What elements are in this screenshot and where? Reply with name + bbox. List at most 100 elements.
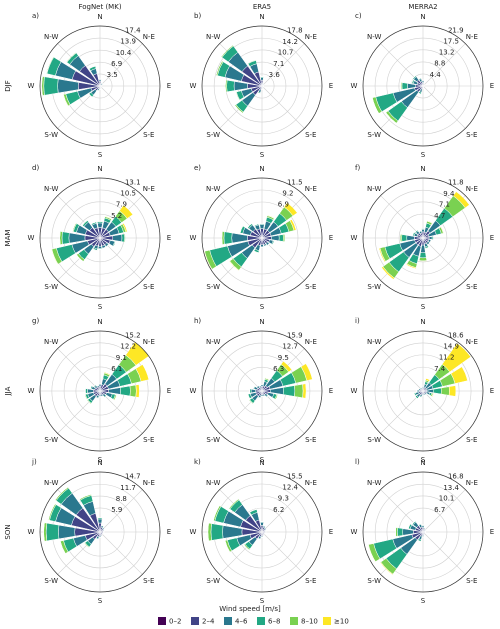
grid-ring — [213, 189, 311, 287]
direction-label: N-W — [44, 479, 58, 487]
windrose-panel: 3.6 7.1 10.7 14.2 17.8 N N-E E S-E S S-W W N-W b) — [190, 12, 334, 159]
direction-label: S — [421, 456, 426, 464]
panel-label: l) — [355, 458, 360, 466]
wind-bar-segment — [210, 523, 224, 541]
wind-bar-segment — [414, 229, 418, 233]
r-tick-label: 7.9 — [116, 201, 127, 209]
direction-label: N-W — [44, 33, 58, 41]
panel-label: g) — [32, 317, 39, 325]
r-tick-label: 11.2 — [439, 354, 455, 362]
wind-bar-segment — [270, 234, 280, 242]
spoke — [99, 390, 143, 434]
wind-bar-segment — [431, 393, 434, 398]
windrose-panel: 6.2 9.3 12.4 15.5 N N-E E S-E S S-W W N-W k) — [190, 458, 334, 605]
direction-label: W — [28, 234, 35, 242]
wind-bar-segment — [416, 389, 420, 393]
direction-label: W — [28, 82, 35, 90]
row-label: JJA — [4, 386, 12, 396]
wind-bar-segment — [405, 263, 417, 270]
legend-swatch — [224, 617, 232, 625]
panel-label: c) — [355, 12, 362, 20]
direction-label: N-E — [466, 479, 478, 487]
wind-bar-segment — [452, 191, 470, 209]
direction-label: E — [490, 82, 494, 90]
wind-bar-segment — [84, 543, 89, 548]
r-tick-label: 13.9 — [120, 38, 136, 46]
direction-label: W — [351, 528, 358, 536]
polar-frame — [201, 471, 323, 593]
direction-label: N-W — [206, 185, 220, 193]
wind-bar-segment — [98, 384, 102, 387]
direction-label: S — [260, 151, 265, 159]
column-title: FogNet (MK) — [78, 3, 121, 11]
direction-label: N — [420, 459, 425, 467]
panel-label: d) — [32, 164, 39, 172]
wind-bar-segment — [381, 266, 395, 280]
direction-label: S-W — [44, 577, 58, 585]
wind-bar-segment — [57, 78, 79, 94]
wind-bar-segment — [114, 394, 118, 401]
windrose-panel: 5.2 7.9 10.5 13.1 N N-E E S-E S S-W W N-W d) — [28, 164, 172, 311]
grid-ring — [386, 495, 460, 569]
wind-bar-segment — [289, 219, 297, 231]
direction-label: N — [97, 165, 102, 173]
panel-label: k) — [194, 458, 201, 466]
wind-bar-segment — [419, 252, 427, 259]
direction-label: W — [28, 528, 35, 536]
wind-bar-segment — [112, 234, 123, 242]
direction-label: N — [97, 318, 102, 326]
wind-bar-segment — [294, 383, 304, 399]
wind-bar-segment — [441, 342, 472, 373]
r-tick-label: 11.5 — [287, 179, 303, 187]
direction-label: S-E — [305, 577, 316, 585]
windrose-panel: 4.4 8.8 13.2 17.5 21.9 N N-E E S-E S S-W W N-W c) — [351, 12, 495, 159]
wind-bar-segment — [223, 231, 233, 245]
direction-label: E — [167, 82, 171, 90]
r-tick-label: 3.6 — [269, 71, 281, 79]
row-label: MAM — [4, 230, 12, 247]
wind-bar-segment — [248, 400, 253, 405]
wind-bar-segment — [129, 384, 137, 398]
wind-bar-segment — [87, 388, 94, 394]
direction-label: N — [259, 318, 264, 326]
wind-bar-segment — [418, 257, 428, 262]
direction-label: E — [490, 234, 494, 242]
direction-label: S — [98, 456, 103, 464]
direction-label: W — [190, 387, 197, 395]
wind-bar-segment — [421, 80, 425, 84]
r-tick-label: 12.2 — [120, 343, 136, 351]
direction-label: N-E — [305, 33, 317, 41]
r-tick-label: 8.8 — [434, 60, 445, 68]
r-tick-label: 14.2 — [282, 38, 298, 46]
wind-bar-segment — [282, 385, 296, 397]
wind-bar-segment — [424, 529, 426, 531]
direction-label: N — [259, 165, 264, 173]
spoke — [380, 390, 424, 434]
wind-bar-segment — [58, 524, 76, 540]
wind-bar-segment — [428, 236, 433, 240]
wind-bar-segment — [61, 231, 70, 245]
panel-label: f) — [355, 164, 360, 172]
direction-label: W — [351, 82, 358, 90]
r-tick-label: 6.2 — [273, 506, 284, 514]
direction-label: N-W — [206, 33, 220, 41]
direction-label: N-W — [367, 479, 381, 487]
wind-bar-segment — [122, 222, 128, 233]
polar-frame — [201, 25, 323, 147]
legend-label: 6–8 — [268, 618, 280, 626]
r-tick-label: 3.5 — [107, 71, 118, 79]
wind-bar-segment — [101, 395, 104, 398]
wind-bar-segment — [102, 247, 106, 249]
windrose-panel: 6.1 9.1 12.2 15.2 N N-E E S-E S S-W W N-W g) — [28, 317, 172, 464]
r-tick-label: 13.2 — [439, 49, 455, 57]
wind-bar-segment — [233, 81, 248, 91]
wind-bar-segment — [280, 360, 293, 373]
wind-bar-segment — [372, 97, 380, 114]
wind-bar-segment — [419, 387, 421, 389]
wind-bar-segment — [103, 529, 105, 532]
wind-bar-segment — [263, 245, 267, 247]
wind-bar-segment — [121, 233, 125, 243]
direction-label: N-E — [305, 185, 317, 193]
wind-bar-segment — [283, 202, 298, 217]
direction-label: S-E — [143, 283, 154, 291]
